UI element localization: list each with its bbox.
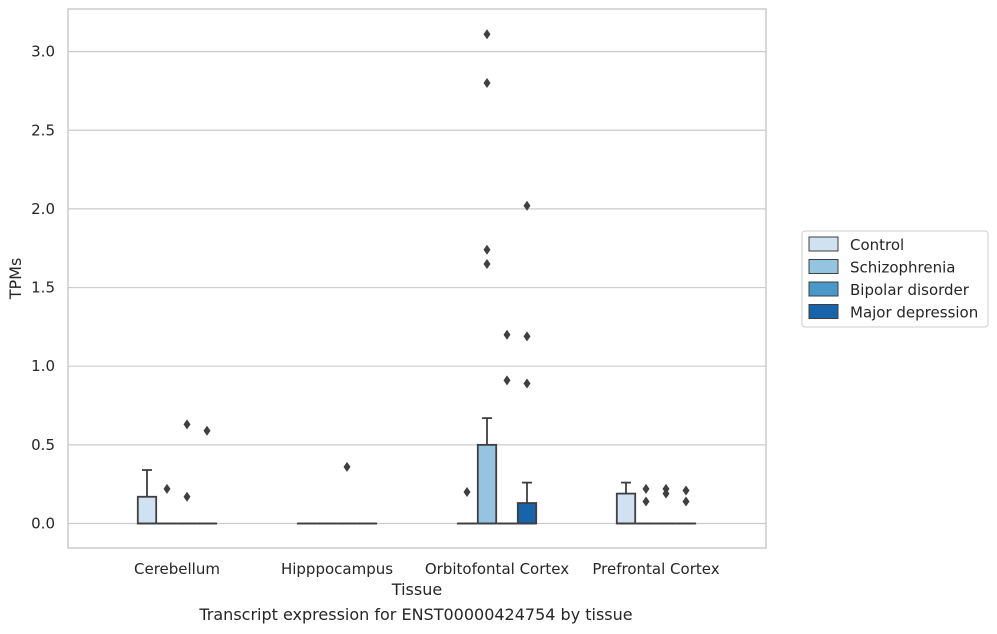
outlier-point (483, 258, 491, 269)
outlier-point (642, 496, 650, 507)
box (615, 492, 637, 525)
legend-swatch (808, 304, 839, 319)
outlier-point (183, 419, 191, 430)
y-tick-label: 3.0 (31, 43, 55, 61)
outlier-point (203, 425, 211, 436)
outlier-point (163, 483, 171, 494)
outlier-point (183, 491, 191, 502)
box (516, 502, 538, 525)
legend-label: Bipolar disorder (850, 281, 970, 299)
outlier-point (523, 378, 531, 389)
outlier-point (682, 496, 690, 507)
outlier-point (483, 29, 491, 40)
box (136, 495, 158, 525)
outlier-point (483, 244, 491, 255)
outlier-point (463, 487, 471, 498)
outlier-point (682, 485, 690, 496)
outlier-point (483, 78, 491, 89)
outlier-point (503, 329, 511, 340)
legend-swatch (808, 259, 839, 274)
legend-label: Schizophrenia (850, 259, 955, 277)
legend-swatch (808, 236, 839, 252)
box (476, 443, 498, 525)
outlier-point (642, 483, 650, 494)
y-tick-label: 0.0 (31, 515, 55, 533)
outlier-point (523, 200, 531, 211)
x-tick-label: Cerebellum (134, 560, 220, 578)
y-tick-label: 2.0 (31, 200, 55, 218)
y-tick-label: 0.5 (31, 436, 55, 454)
legend-label: Major depression (850, 304, 978, 322)
y-tick-label: 1.0 (31, 357, 55, 375)
outlier-point (503, 375, 511, 386)
chart-caption: Transcript expression for ENST0000042475… (199, 605, 633, 624)
outlier-point (662, 488, 670, 499)
legend-swatch (808, 281, 839, 297)
y-tick-label: 2.5 (31, 121, 55, 139)
legend-box (801, 230, 989, 328)
outlier-point (343, 461, 351, 472)
x-tick-label: Orbitofontal Cortex (425, 560, 569, 578)
x-axis-label: Tissue (391, 580, 442, 599)
legend-label: Control (850, 236, 904, 254)
plot-frame (67, 8, 767, 549)
x-tick-label: Hipppocampus (281, 560, 393, 578)
outlier-point (523, 331, 531, 342)
x-tick-label: Prefrontal Cortex (592, 560, 719, 578)
y-tick-label: 1.5 (31, 279, 55, 297)
y-axis-label: TPMs (6, 258, 25, 301)
